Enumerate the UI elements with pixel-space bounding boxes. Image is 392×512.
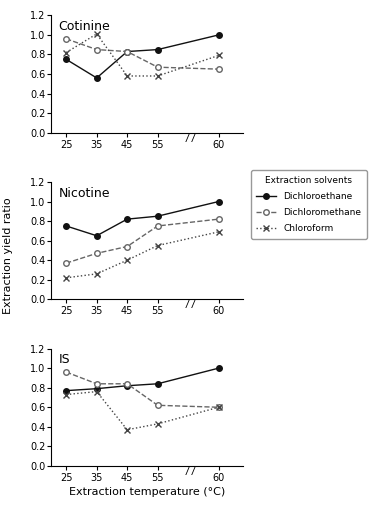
Text: Nicotine: Nicotine: [59, 187, 110, 200]
Text: Cotinine: Cotinine: [59, 20, 111, 33]
Text: //: //: [180, 300, 197, 309]
Text: IS: IS: [59, 353, 70, 366]
X-axis label: Extraction temperature (°C): Extraction temperature (°C): [69, 487, 225, 497]
Text: //: //: [180, 133, 197, 143]
Text: Extraction yield ratio: Extraction yield ratio: [3, 198, 13, 314]
Legend: Dichloroethane, Dichloromethane, Chloroform: Dichloroethane, Dichloromethane, Chlorof…: [251, 170, 367, 239]
Text: //: //: [180, 466, 197, 476]
